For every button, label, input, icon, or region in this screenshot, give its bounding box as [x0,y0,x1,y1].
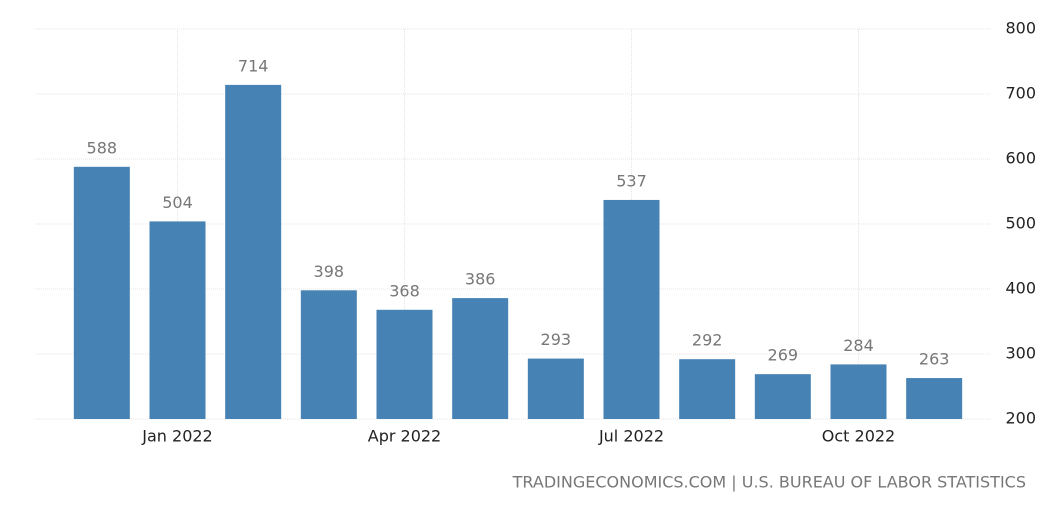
bar [376,309,433,419]
value-label: 263 [919,350,950,369]
y-tick-label: 700 [1005,84,1036,103]
value-label: 588 [87,138,118,157]
y-tick-label: 400 [1005,279,1036,298]
value-label: 714 [238,56,269,75]
bar [73,166,130,419]
value-label: 398 [314,262,345,281]
y-tick-label: 600 [1005,149,1036,168]
y-tick-label: 800 [1005,19,1036,38]
x-tick-label: Jul 2022 [598,427,664,446]
bar [527,358,584,419]
x-tick-label: Oct 2022 [822,427,895,446]
value-label: 537 [616,171,647,190]
value-label: 284 [843,336,874,355]
y-tick-label: 300 [1005,344,1036,363]
bar [149,221,206,419]
value-label: 293 [541,330,572,349]
source: TRADINGECONOMICS.COM | U.S. BUREAU OF LA… [512,473,1026,492]
value-label: 386 [465,270,496,289]
value-label: 269 [768,346,799,365]
bar [830,364,887,419]
bar [906,378,963,419]
y-tick-label: 200 [1005,409,1036,428]
bar [452,298,509,419]
bar [225,84,282,420]
bar [754,374,811,419]
bar [679,359,736,419]
x-tick-label: Jan 2022 [141,427,212,446]
value-label: 368 [389,281,420,300]
bar [603,199,660,419]
bar [300,290,357,419]
value-label: 292 [692,331,723,350]
value-label: 504 [162,193,193,212]
y-tick-label: 500 [1005,214,1036,233]
x-tick-label: Apr 2022 [368,427,441,446]
